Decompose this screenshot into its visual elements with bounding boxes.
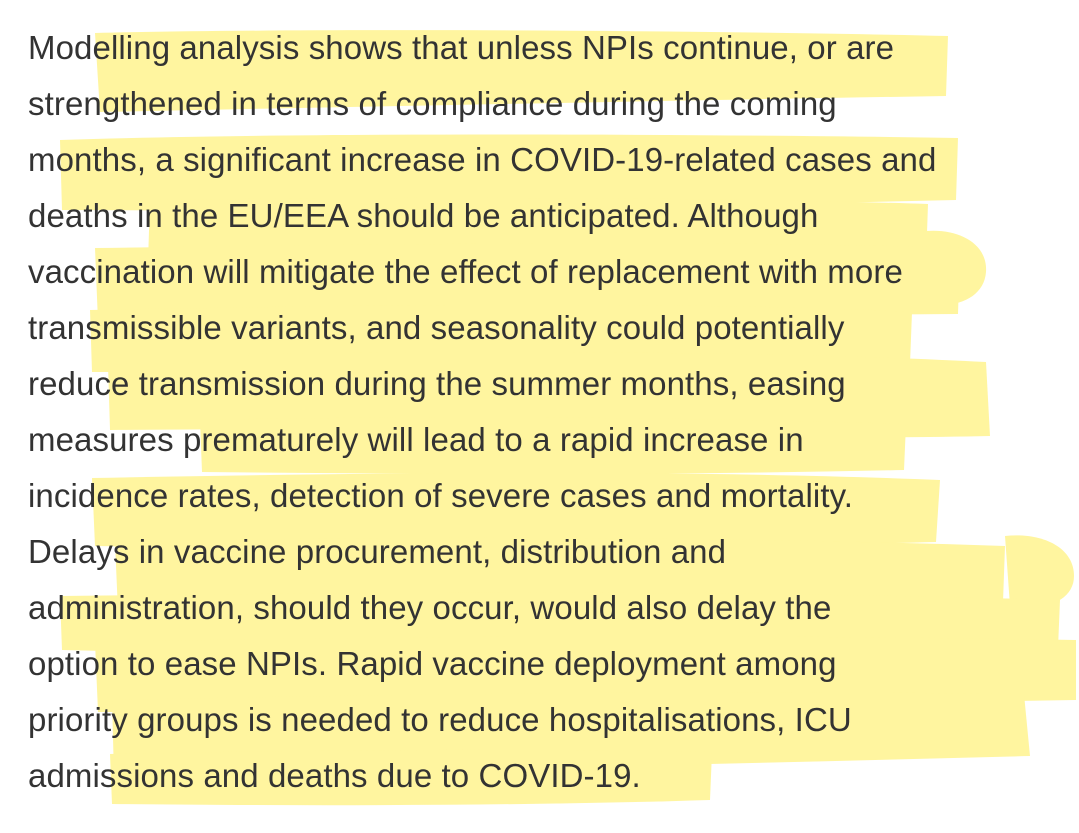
paragraph-line: incidence rates, detection of severe cas…	[28, 477, 854, 514]
paragraph-line: months, a significant increase in COVID-…	[28, 141, 937, 178]
paragraph-line: vaccination will mitigate the effect of …	[28, 253, 903, 290]
paragraph-line: strengthened in terms of compliance duri…	[28, 85, 837, 122]
paragraph-line: reduce transmission during the summer mo…	[28, 365, 846, 402]
paragraph-line: priority groups is needed to reduce hosp…	[28, 701, 852, 738]
paragraph-line: deaths in the EU/EEA should be anticipat…	[28, 197, 819, 234]
paragraph-line: transmissible variants, and seasonality …	[28, 309, 845, 346]
paragraph-line: Modelling analysis shows that unless NPI…	[28, 29, 895, 66]
paragraph-line: admissions and deaths due to COVID-19.	[28, 757, 641, 794]
paragraph-line: measures prematurely will lead to a rapi…	[28, 421, 804, 458]
paragraph-line: administration, should they occur, would…	[28, 589, 832, 626]
paragraph-line: option to ease NPIs. Rapid vaccine deplo…	[28, 645, 837, 682]
paragraph-line: Delays in vaccine procurement, distribut…	[28, 533, 727, 570]
document-paragraph: Modelling analysis shows that unless NPI…	[28, 20, 1068, 804]
